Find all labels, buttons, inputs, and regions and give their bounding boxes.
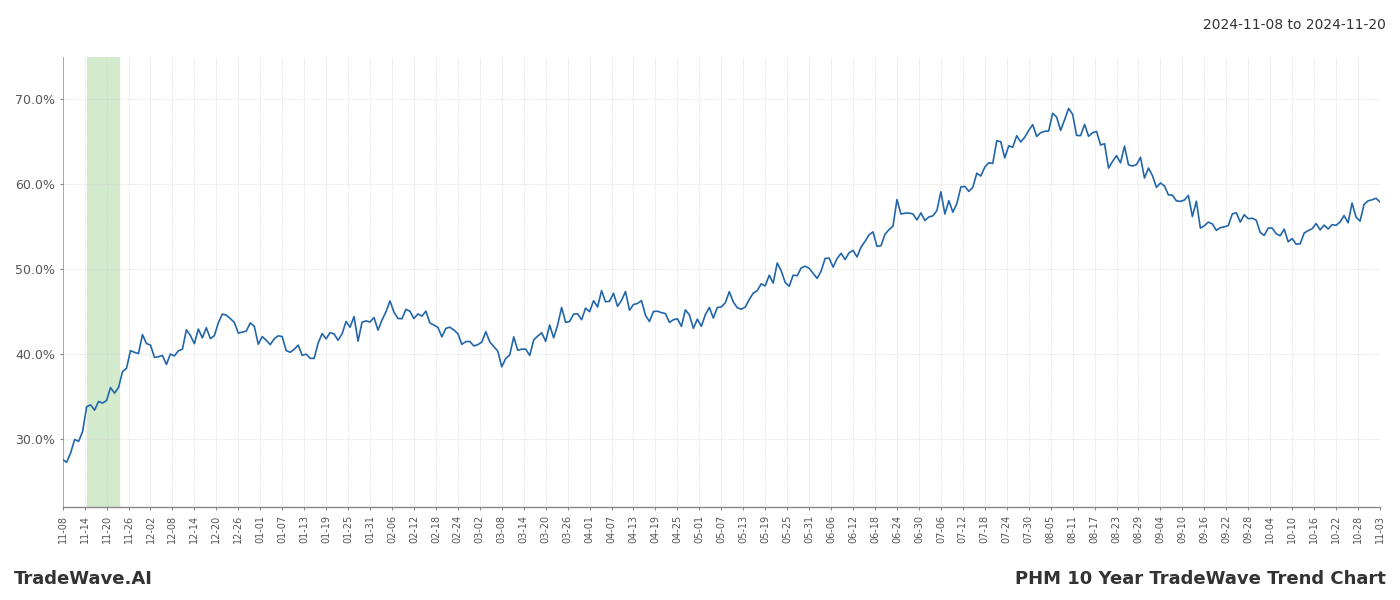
Text: TradeWave.AI: TradeWave.AI	[14, 570, 153, 588]
Bar	[87, 57, 119, 507]
Text: 2024-11-08 to 2024-11-20: 2024-11-08 to 2024-11-20	[1203, 18, 1386, 32]
Text: PHM 10 Year TradeWave Trend Chart: PHM 10 Year TradeWave Trend Chart	[1015, 570, 1386, 588]
